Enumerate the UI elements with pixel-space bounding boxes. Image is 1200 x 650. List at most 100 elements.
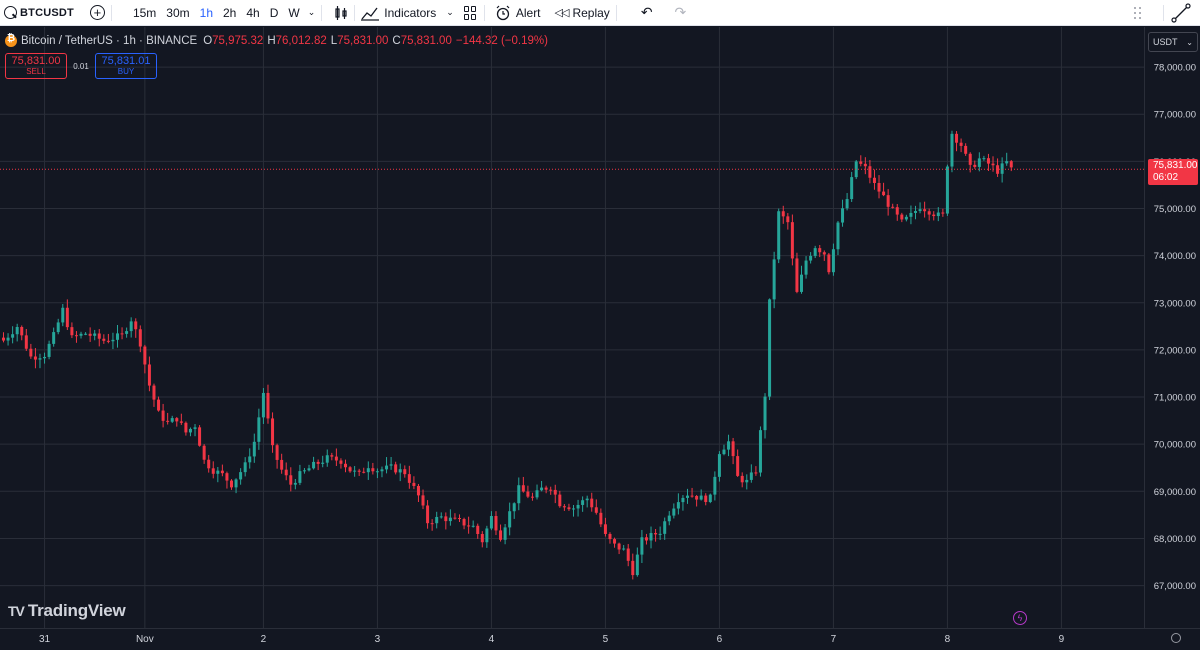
candle-body (941, 212, 945, 214)
candle-body (70, 327, 74, 336)
candle-body (973, 164, 977, 167)
sell-button[interactable]: 75,831.00 SELL (5, 53, 67, 79)
currency-label: USDT (1153, 37, 1178, 47)
candle-body (11, 334, 15, 338)
redo-button[interactable]: ↷ (675, 0, 687, 26)
candle-body (977, 158, 981, 167)
candle-body (667, 515, 671, 522)
candle-body (52, 332, 56, 344)
candle-body (389, 464, 393, 466)
symbol-search-button[interactable]: BTCUSDT (0, 0, 74, 26)
candle-body (877, 183, 881, 192)
price-tick-label: 68,000.00 (1154, 534, 1196, 545)
chevron-down-icon: ⌄ (307, 7, 316, 17)
buy-label: BUY (117, 67, 135, 76)
currency-selector[interactable]: USDT ⌄ (1148, 32, 1198, 52)
sell-price: 75,831.00 (11, 55, 61, 67)
price-tick-label: 75,000.00 (1154, 204, 1196, 215)
tradingview-logo[interactable]: TV TradingView (8, 601, 126, 621)
candle-body (672, 508, 676, 516)
candle-body (499, 530, 503, 540)
symbol-name: BTCUSDT (20, 6, 74, 19)
interval-d[interactable]: D (269, 5, 279, 20)
layouts-button[interactable] (454, 0, 478, 26)
drawing-tool-icon[interactable] (1170, 2, 1192, 24)
candle-body (261, 392, 265, 418)
time-axis[interactable] (0, 628, 1200, 650)
price-tick-label: 70,000.00 (1154, 440, 1196, 451)
candle-body (307, 468, 311, 471)
replay-button[interactable]: ◁◁ Replay (541, 0, 610, 26)
candle-body (102, 338, 106, 341)
candle-body (749, 472, 753, 480)
candle-body (489, 516, 493, 529)
candle-body (530, 496, 534, 498)
candle-body (216, 470, 220, 474)
candle-body (362, 471, 366, 473)
gear-icon[interactable] (1171, 633, 1181, 643)
candle-body (891, 206, 895, 208)
candle-body (521, 485, 525, 492)
interval-15m[interactable]: 15m (132, 5, 157, 20)
interval-2h[interactable]: 2h (223, 5, 237, 20)
price-tick-label: 73,000.00 (1154, 298, 1196, 309)
spread-value: 0.01 (73, 61, 89, 71)
candle-body (872, 177, 876, 184)
drag-handle-icon[interactable] (1134, 7, 1141, 19)
interval-w[interactable]: W (288, 5, 300, 20)
candle-body (97, 333, 101, 339)
candle-body (421, 495, 425, 506)
candle-body (29, 348, 33, 357)
candle-body (626, 548, 630, 561)
price-axis[interactable] (1144, 27, 1200, 628)
interval-4h[interactable]: 4h (246, 5, 260, 20)
candle-body (813, 248, 817, 256)
candle-body (909, 212, 913, 217)
candle-body (316, 461, 320, 464)
candle-body (152, 385, 156, 400)
undo-button[interactable]: ↶ (641, 0, 653, 26)
candle-body (230, 480, 233, 488)
candle-body (681, 497, 685, 503)
candle-body (280, 459, 284, 470)
candle-body (74, 335, 78, 337)
candle-body (444, 516, 448, 522)
lightning-icon[interactable]: ϟ (1013, 611, 1027, 625)
candle-body (850, 177, 854, 200)
candle-body (380, 469, 384, 472)
compare-symbol-button[interactable]: + (89, 5, 105, 20)
candle-body (211, 468, 215, 474)
rewind-icon: ◁◁ (554, 7, 570, 19)
candle-body (617, 543, 621, 550)
candle-body (567, 507, 571, 510)
chart-type-button[interactable] (328, 0, 348, 26)
candle-body (800, 274, 803, 292)
candle-body (129, 321, 133, 332)
interval-dropdown-button[interactable]: ⌄ (305, 0, 316, 26)
candle-body (476, 525, 480, 535)
interval-30m[interactable]: 30m (166, 5, 190, 20)
candle-body (932, 214, 936, 217)
alarm-clock-icon (496, 5, 510, 20)
candle-body (658, 533, 662, 535)
tradingview-logo-icon: TV (8, 603, 25, 619)
candle-body (175, 418, 179, 422)
candle-body (936, 212, 940, 217)
indicators-button[interactable]: Indicators ⌄ (361, 0, 454, 26)
candlestick-series (2, 130, 1013, 580)
candle-body (453, 517, 457, 519)
candle-body (198, 427, 202, 446)
candle-body (745, 479, 749, 483)
candle-body (184, 422, 188, 433)
candle-body (371, 468, 375, 472)
candle-body (348, 467, 352, 472)
candle-body (20, 326, 24, 336)
candle-body (900, 214, 904, 220)
buy-button[interactable]: 75,831.01 BUY (95, 53, 157, 79)
interval-1h[interactable]: 1h (199, 5, 213, 20)
alert-button[interactable]: Alert (491, 0, 541, 26)
candle-body (462, 519, 466, 526)
candle-body (676, 502, 680, 509)
candle-body (950, 133, 954, 167)
